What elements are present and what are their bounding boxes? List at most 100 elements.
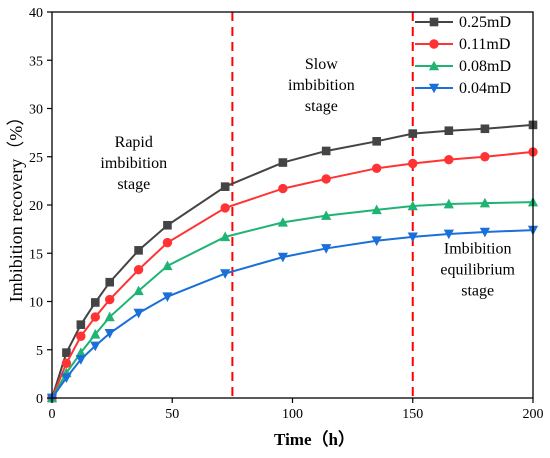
data-point [90, 329, 101, 339]
data-point [162, 292, 173, 302]
data-point [220, 203, 230, 213]
annotation-line: stage [305, 98, 338, 115]
x-tick-label: 100 [282, 407, 303, 422]
data-point [220, 182, 230, 191]
series-line [51, 201, 534, 399]
x-tick-label: 50 [165, 407, 179, 422]
data-point [321, 174, 331, 184]
data-point [479, 227, 490, 238]
data-point [278, 183, 288, 194]
legend-marker [429, 17, 439, 27]
data-point [371, 236, 382, 247]
data-point [61, 373, 72, 384]
data-point [220, 269, 231, 279]
data-point [162, 237, 173, 248]
legend: 0.25mD 0.11mD 0.08mD 0.04mD [415, 14, 511, 97]
annotation-line: stage [117, 176, 150, 193]
annotation-line: imbibition [288, 77, 355, 94]
data-point [61, 358, 72, 368]
data-point [321, 210, 332, 220]
legend-item: 0.08mD [415, 58, 511, 75]
data-point [480, 152, 490, 162]
data-point [479, 197, 490, 208]
y-tick-label: 35 [29, 54, 43, 69]
annotation-line: equilibrium [440, 261, 515, 278]
x-axis-title: Time（h） [274, 429, 355, 449]
data-point [444, 154, 454, 165]
legend-item: 0.11mD [415, 36, 510, 53]
data-point [321, 244, 332, 254]
y-axis-title: Imbibition recovery（%） [6, 108, 26, 302]
legend-marker [429, 39, 439, 49]
data-point [444, 126, 454, 135]
annotation-line: stage [461, 282, 494, 299]
legend-label: 0.11mD [459, 36, 510, 53]
data-point [277, 217, 288, 227]
series-layer [46, 120, 539, 404]
data-point [220, 231, 231, 242]
data-point [278, 158, 288, 167]
y-tick-label: 5 [36, 344, 43, 359]
data-point [76, 320, 86, 329]
annotation-line: Rapid [115, 134, 153, 151]
stage-annotation: Imbibition equilibrium stage [440, 240, 515, 299]
x-tick-label: 200 [523, 407, 544, 422]
data-point [321, 146, 331, 156]
data-point [105, 294, 115, 305]
y-tick-label: 25 [29, 151, 43, 166]
annotation-line: Imbibition [444, 240, 512, 257]
data-point [277, 252, 288, 263]
data-point [62, 348, 71, 357]
data-point [163, 220, 172, 230]
data-point [76, 331, 86, 341]
data-point [90, 312, 100, 322]
y-tick-label: 20 [29, 199, 43, 214]
annotation-line: Slow [305, 56, 338, 73]
data-point [90, 341, 101, 352]
data-point [408, 129, 418, 138]
data-point [75, 347, 86, 357]
legend-marker [428, 83, 440, 94]
legend-label: 0.04mD [459, 80, 511, 97]
series-0.11mD [47, 147, 538, 403]
data-point [133, 308, 144, 319]
stage-annotation: Slow imbibition stage [288, 56, 355, 115]
y-tick-label: 0 [36, 392, 43, 407]
series-0.08mD [46, 196, 539, 403]
legend-marker [428, 60, 440, 71]
data-point [371, 204, 382, 215]
y-tick-label: 30 [29, 103, 43, 118]
data-point [408, 158, 418, 169]
x-tick-label: 0 [49, 407, 56, 422]
axes: 0 50 100 150 200 0 5 10 15 20 25 30 35 40 [29, 6, 544, 422]
data-point [104, 329, 115, 339]
legend-label: 0.08mD [459, 58, 511, 75]
data-point [480, 124, 490, 134]
y-tick-label: 15 [29, 247, 43, 262]
legend-item: 0.04mD [415, 80, 511, 97]
legend-item: 0.25mD [415, 14, 511, 31]
series-0.25mD [47, 120, 538, 403]
data-point [90, 298, 100, 307]
data-point [104, 311, 115, 322]
stage-annotation: Rapid imbibition stage [100, 134, 167, 193]
x-tick-label: 150 [402, 407, 423, 422]
data-point [371, 163, 382, 174]
data-point [372, 137, 381, 146]
data-point [133, 264, 144, 275]
data-point [105, 277, 115, 287]
annotation-line: imbibition [100, 155, 167, 172]
y-tick-label: 40 [29, 6, 43, 21]
data-point [134, 246, 143, 255]
stage-divider-lines [231, 12, 414, 398]
data-point [133, 285, 144, 296]
data-point [162, 260, 173, 271]
data-point [443, 229, 454, 240]
data-point [75, 355, 86, 365]
data-point [443, 198, 454, 209]
data-point [407, 200, 418, 211]
y-tick-label: 10 [29, 296, 43, 311]
legend-label: 0.25mD [459, 14, 511, 31]
